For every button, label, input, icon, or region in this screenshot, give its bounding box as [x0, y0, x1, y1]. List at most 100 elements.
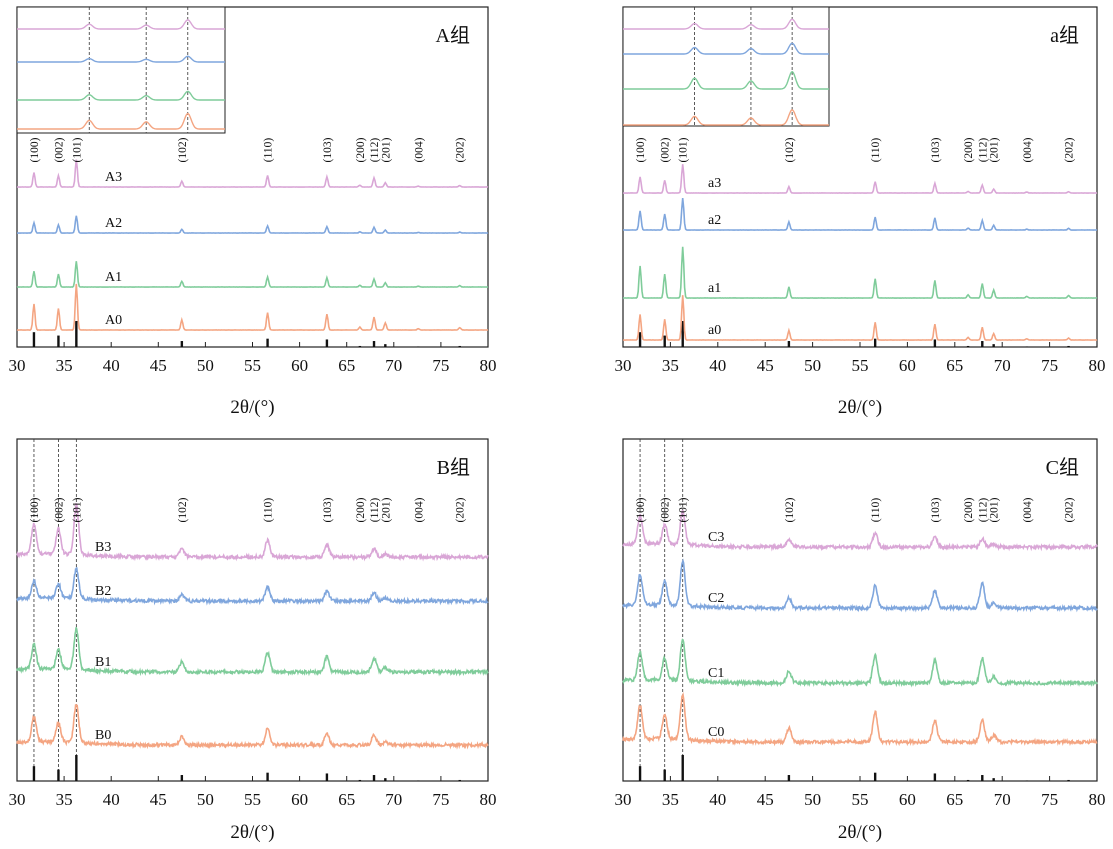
x-tick-label: 45	[150, 356, 167, 375]
x-tick-label: 30	[9, 790, 26, 809]
x-axis-title: 2θ/(°)	[230, 397, 274, 418]
series-line-A3	[16, 159, 489, 188]
x-tick-label: 35	[662, 356, 679, 375]
panel-title: C组	[1046, 456, 1079, 479]
peak-hkl-label: (202)	[1064, 497, 1076, 522]
panel-title: A组	[436, 24, 470, 47]
peak-hkl-label: (100)	[635, 137, 647, 162]
x-tick-label: 65	[338, 790, 355, 809]
peak-hkl-label: (101)	[678, 497, 690, 522]
inset-frame	[622, 6, 830, 127]
series-label: a1	[708, 281, 721, 296]
series-line-C3	[622, 509, 1098, 552]
x-tick-label: 55	[852, 356, 869, 375]
inset-series-A0	[17, 112, 225, 130]
inset-series-A1	[17, 90, 225, 101]
series-label: A3	[105, 170, 122, 185]
peak-hkl-label: (002)	[53, 497, 65, 522]
x-tick-label: 50	[804, 790, 821, 809]
x-tick-label: 55	[244, 790, 261, 809]
panel-title: B组	[437, 456, 470, 479]
peak-hkl-label: (201)	[380, 137, 392, 162]
peak-hkl-label: (101)	[678, 137, 690, 162]
series-label: A2	[105, 216, 122, 231]
series-line-a0	[622, 295, 1098, 341]
x-tick-label: 65	[946, 790, 963, 809]
peak-hkl-label: (103)	[322, 137, 334, 162]
series-line-C1	[622, 638, 1098, 688]
x-tick-label: 40	[103, 356, 120, 375]
series-line-B3	[16, 502, 489, 562]
series-label: C2	[708, 591, 724, 606]
peak-hkl-label: (200)	[355, 497, 367, 522]
x-tick-label: 30	[615, 356, 632, 375]
inset	[16, 6, 226, 134]
series-label: B2	[95, 584, 111, 599]
series-label: B3	[95, 540, 111, 555]
x-tick-label: 45	[757, 356, 774, 375]
peak-hkl-label: (100)	[635, 497, 647, 522]
series-line-B0	[16, 704, 489, 750]
x-tick-label: 80	[1089, 790, 1106, 809]
peak-hkl-label: (004)	[413, 137, 425, 162]
peak-hkl-label: (110)	[263, 138, 275, 163]
peak-hkl-label: (002)	[53, 137, 65, 162]
peak-hkl-label: (102)	[784, 497, 796, 522]
x-tick-label: 60	[899, 356, 916, 375]
series-label: B1	[95, 655, 111, 670]
x-tick-label: 50	[197, 790, 214, 809]
peak-hkl-label: (103)	[930, 137, 942, 162]
inset-series-a0	[623, 109, 829, 126]
series-label: C1	[708, 666, 724, 681]
series-line-A0	[16, 283, 489, 331]
series-label: a2	[708, 213, 721, 228]
peak-hkl-label: (110)	[870, 138, 882, 163]
panel-1: a组 30 35 40 45 50 55 60 65 70 75 80 2θ/(°) a0 a1 a2 a3 (1…	[615, 6, 1106, 418]
series-label: A1	[105, 270, 122, 285]
peak-hkl-label: (110)	[870, 498, 882, 523]
series-label: B0	[95, 728, 111, 743]
inset-frame	[16, 6, 226, 134]
peak-hkl-label: (004)	[1022, 497, 1034, 522]
x-tick-label: 30	[9, 356, 26, 375]
peak-hkl-label: (103)	[322, 497, 334, 522]
peak-hkl-label: (200)	[963, 497, 975, 522]
x-tick-label: 75	[1041, 790, 1058, 809]
x-tick-label: 65	[946, 356, 963, 375]
series-label: A0	[105, 313, 122, 328]
plot-frame	[622, 438, 1098, 782]
x-axis-title: 2θ/(°)	[838, 822, 882, 843]
panel-2: B组 30 35 40 45 50 55 60 65 70 75 80 2θ/(°) B0 B1 B2 B3 (1…	[9, 438, 497, 843]
inset-series-A2	[17, 55, 225, 63]
series-line-a1	[622, 246, 1098, 299]
x-tick-label: 70	[385, 790, 402, 809]
x-tick-label: 70	[385, 356, 402, 375]
peak-hkl-label: (201)	[989, 137, 1001, 162]
peak-hkl-label: (201)	[380, 497, 392, 522]
plot-frame	[16, 438, 489, 782]
peak-hkl-label: (002)	[660, 497, 672, 522]
series-line-a2	[623, 198, 1098, 231]
x-tick-label: 40	[709, 790, 726, 809]
peak-hkl-label: (201)	[989, 497, 1001, 522]
x-tick-label: 65	[338, 356, 355, 375]
series-label: C3	[708, 530, 724, 545]
series-label: C0	[708, 725, 724, 740]
x-tick-label: 50	[804, 356, 821, 375]
peak-hkl-label: (202)	[455, 497, 467, 522]
peak-hkl-label: (202)	[455, 137, 467, 162]
x-tick-label: 45	[757, 790, 774, 809]
x-tick-label: 70	[994, 790, 1011, 809]
inset-series-a2	[623, 42, 829, 55]
x-tick-label: 50	[197, 356, 214, 375]
inset-series-A3	[17, 19, 225, 30]
x-tick-label: 60	[899, 790, 916, 809]
peak-hkl-label: (102)	[177, 497, 189, 522]
peak-hkl-label: (100)	[29, 497, 41, 522]
peak-hkl-label: (112)	[369, 138, 381, 163]
peak-hkl-label: (002)	[660, 137, 672, 162]
x-tick-label: 40	[103, 790, 120, 809]
inset-series-a1	[623, 71, 829, 90]
peak-hkl-label: (101)	[71, 137, 83, 162]
series-line-a3	[622, 164, 1098, 194]
